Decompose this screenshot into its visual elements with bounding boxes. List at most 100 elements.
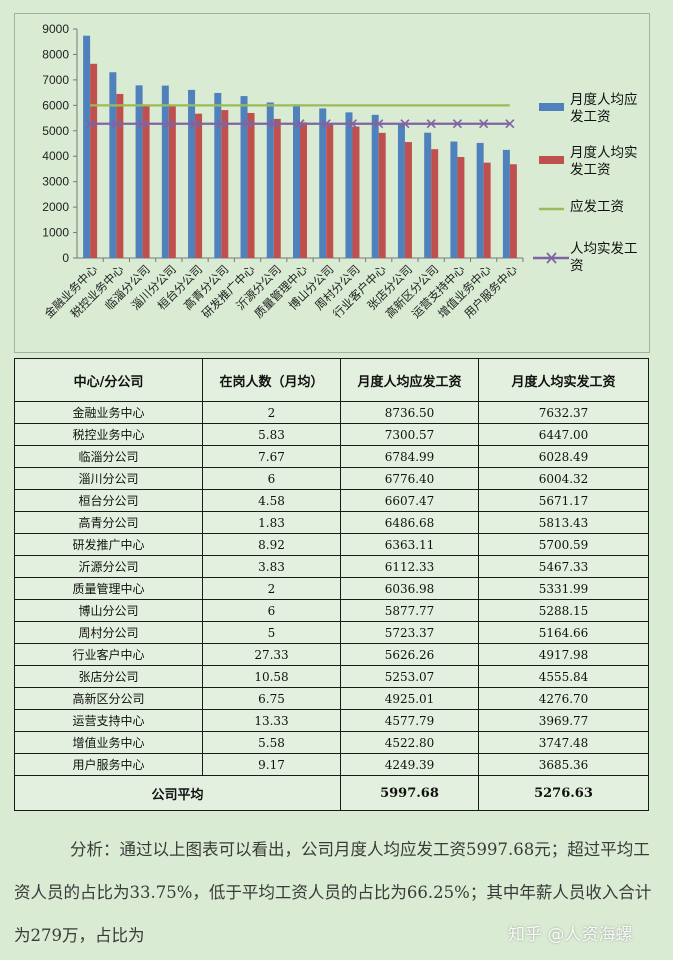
bar-net xyxy=(90,63,98,258)
cell-branch: 高青分公司 xyxy=(14,511,203,534)
header-branch: 中心/分公司 xyxy=(14,358,203,402)
bar-gross xyxy=(319,108,327,258)
bar-net xyxy=(352,126,360,258)
cell-net: 7632.37 xyxy=(478,401,649,424)
cell-net: 6028.49 xyxy=(478,445,649,468)
analysis-paragraph: 分析：通过以上图表可以看出，公司月度人均应发工资5997.68元；超过平均工资人… xyxy=(14,840,652,945)
bar-net xyxy=(221,110,229,258)
bar-gross xyxy=(424,132,432,258)
bar-net xyxy=(300,122,307,258)
table-row: 临淄分公司 7.67 6784.99 6028.49 xyxy=(14,445,649,468)
table-header-row: 中心/分公司 在岗人数（月均） 月度人均应发工资 月度人均实发工资 xyxy=(14,358,649,402)
bar-gross xyxy=(450,141,458,258)
cell-branch: 博山分公司 xyxy=(14,599,203,622)
bar-net xyxy=(431,149,439,258)
bar-gross xyxy=(371,114,379,258)
marker-avg-net xyxy=(138,119,148,129)
cell-headcount: 6 xyxy=(202,467,341,490)
table-row: 张店分公司 10.58 5253.07 4555.84 xyxy=(14,665,649,688)
bar-net xyxy=(168,105,176,258)
legend-label: 月度人均应发工资 xyxy=(570,91,638,125)
legend-label: 月度人均实发工资 xyxy=(570,145,638,178)
marker-avg-net xyxy=(85,119,95,129)
bar-net xyxy=(378,132,386,258)
marker-avg-net xyxy=(426,119,436,129)
marker-avg-net xyxy=(452,119,462,129)
total-label: 公司平均 xyxy=(14,775,341,811)
y-tick-label: 4000 xyxy=(42,149,69,163)
cell-headcount: 5.83 xyxy=(202,423,341,446)
bar-gross xyxy=(240,96,248,258)
cell-headcount: 4.58 xyxy=(202,489,341,512)
marker-avg-net xyxy=(505,119,515,129)
table-row: 税控业务中心 5.83 7300.57 6447.00 xyxy=(14,423,649,446)
cell-branch: 研发推广中心 xyxy=(14,533,203,556)
bar-gross xyxy=(161,85,169,258)
bar-net xyxy=(509,164,517,258)
cell-net: 5671.17 xyxy=(478,489,649,512)
y-tick-label: 1000 xyxy=(42,226,69,240)
cell-gross: 6036.98 xyxy=(340,577,479,600)
bar-gross xyxy=(135,85,143,258)
marker-avg-net xyxy=(111,119,121,129)
table-row: 高青分公司 1.83 6486.68 5813.43 xyxy=(14,511,649,534)
table-row: 研发推广中心 8.92 6363.11 5700.59 xyxy=(14,533,649,556)
cell-headcount: 1.83 xyxy=(202,511,341,534)
cell-net: 5700.59 xyxy=(478,533,649,556)
marker-avg-net xyxy=(190,119,200,129)
table-row: 增值业务中心 5.58 4522.80 3747.48 xyxy=(14,731,649,754)
marker-avg-net xyxy=(295,119,305,129)
cell-net: 6004.32 xyxy=(478,467,649,490)
table-row: 桓台分公司 4.58 6607.47 5671.17 xyxy=(14,489,649,512)
bar-net xyxy=(404,142,412,258)
bar-net xyxy=(273,118,281,258)
total-net: 5276.63 xyxy=(478,775,649,811)
cell-branch: 用户服务中心 xyxy=(14,753,203,776)
bar-gross xyxy=(109,72,117,258)
bar-gross xyxy=(214,92,222,258)
cell-gross: 7300.57 xyxy=(340,423,479,446)
cell-branch: 临淄分公司 xyxy=(14,445,203,468)
cell-headcount: 13.33 xyxy=(202,709,341,732)
cell-branch: 运营支持中心 xyxy=(14,709,203,732)
y-tick-label: 3000 xyxy=(42,175,69,189)
marker-avg-net xyxy=(216,119,226,129)
salary-bar-chart: 0100020003000400050006000700080009000金融业… xyxy=(42,22,638,321)
cell-headcount: 2 xyxy=(202,401,341,424)
marker-avg-net xyxy=(164,119,174,129)
y-tick-label: 6000 xyxy=(42,98,69,112)
cell-branch: 增值业务中心 xyxy=(14,731,203,754)
cell-gross: 5723.37 xyxy=(340,621,479,644)
y-tick-label: 9000 xyxy=(42,22,69,36)
cell-headcount: 5 xyxy=(202,621,341,644)
bar-net xyxy=(483,162,491,258)
table-row: 行业客户中心 27.33 5626.26 4917.98 xyxy=(14,643,649,666)
legend-label: 应发工资 xyxy=(570,198,624,215)
cell-headcount: 8.92 xyxy=(202,533,341,556)
cell-gross: 5877.77 xyxy=(340,599,479,622)
cell-net: 5288.15 xyxy=(478,599,649,622)
cell-net: 4555.84 xyxy=(478,665,649,688)
cell-headcount: 6.75 xyxy=(202,687,341,710)
y-tick-label: 7000 xyxy=(42,73,69,87)
bar-gross xyxy=(266,102,274,258)
cell-branch: 张店分公司 xyxy=(14,665,203,688)
y-tick-label: 2000 xyxy=(42,200,69,214)
bar-gross xyxy=(345,112,353,258)
bar-gross xyxy=(293,104,300,258)
cell-gross: 4577.79 xyxy=(340,709,479,732)
cell-net: 4276.70 xyxy=(478,687,649,710)
cell-branch: 周村分公司 xyxy=(14,621,203,644)
cell-net: 3747.48 xyxy=(478,731,649,754)
cell-branch: 桓台分公司 xyxy=(14,489,203,512)
y-tick-label: 8000 xyxy=(42,47,69,61)
cell-headcount: 10.58 xyxy=(202,665,341,688)
bar-net xyxy=(116,93,124,259)
cell-branch: 高新区分公司 xyxy=(14,687,203,710)
cell-branch: 行业客户中心 xyxy=(14,643,203,666)
cell-net: 3969.77 xyxy=(478,709,649,732)
bar-net xyxy=(457,156,465,258)
cell-gross: 6776.40 xyxy=(340,467,479,490)
cell-net: 4917.98 xyxy=(478,643,649,666)
cell-gross: 8736.50 xyxy=(340,401,479,424)
